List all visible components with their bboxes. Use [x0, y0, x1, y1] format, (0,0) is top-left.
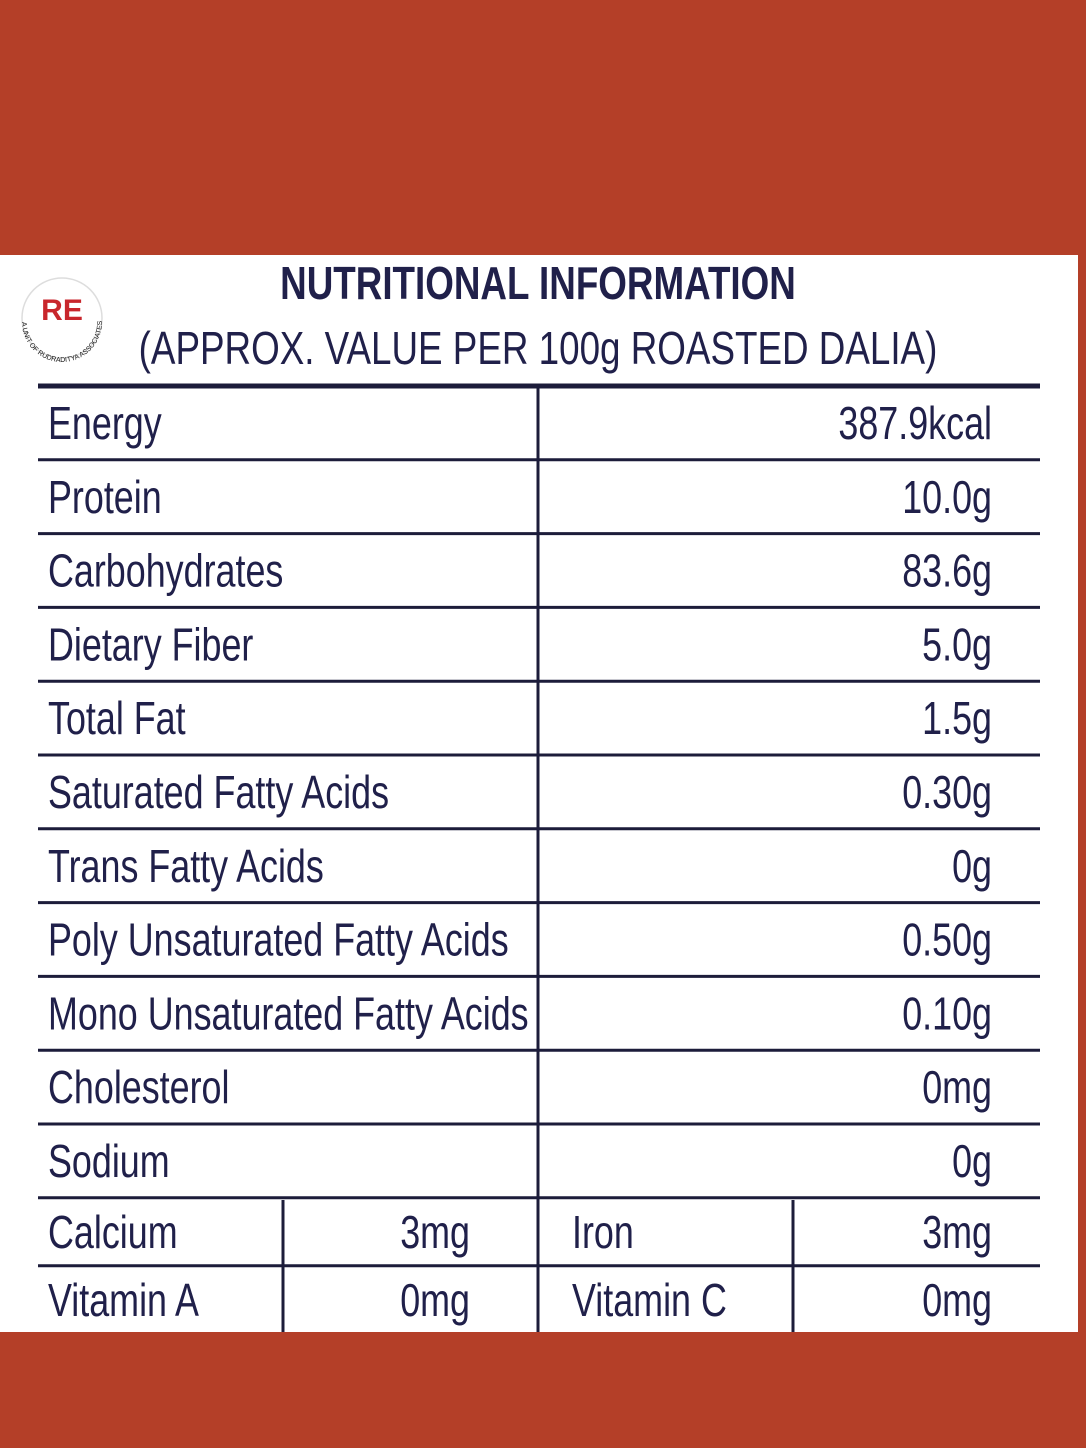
mineral-label: Iron	[572, 1207, 634, 1258]
mineral-value: 3mg	[400, 1207, 470, 1258]
logo-mark: RE	[41, 294, 83, 327]
nutrient-value: 0.50g	[902, 914, 992, 965]
nutrient-value-group: 0.30g	[902, 767, 992, 818]
nutrient-value-group: 0g	[952, 1136, 992, 1187]
nutrient-label-group: Carbohydrates	[48, 545, 283, 596]
nutrient-label: Energy	[48, 398, 162, 449]
nutrient-value: 5.0g	[922, 619, 992, 670]
mineral-value-group: 0mg	[922, 1275, 992, 1326]
nutrient-label: Total Fat	[48, 693, 186, 744]
nutrient-label: Carbohydrates	[48, 545, 283, 596]
mineral-value-group: 3mg	[922, 1207, 992, 1258]
logo	[21, 277, 103, 359]
mineral-value-group: 3mg	[400, 1207, 470, 1258]
mineral-value-group: 0mg	[400, 1275, 470, 1326]
nutrient-label-group: Mono Unsaturated Fatty Acids	[48, 988, 529, 1039]
nutrient-label-group: Protein	[48, 472, 162, 523]
mineral-label: Vitamin C	[572, 1275, 727, 1326]
nutrient-value-group: 0.10g	[902, 988, 992, 1039]
mineral-value: 0mg	[400, 1275, 470, 1326]
nutrient-value-group: 0g	[952, 841, 992, 892]
nutrient-value: 0g	[952, 841, 992, 892]
nutrient-label-group: Energy	[48, 398, 162, 449]
nutrient-value-group: 387.9kcal	[838, 398, 992, 449]
nutrient-label-group: Sodium	[48, 1136, 170, 1187]
mineral-value: 0mg	[922, 1275, 992, 1326]
nutrient-label: Trans Fatty Acids	[48, 841, 324, 892]
bottom-band	[0, 1332, 1086, 1448]
mineral-label-group: Vitamin C	[572, 1275, 727, 1326]
mineral-label-group: Iron	[572, 1207, 634, 1258]
nutrient-value-group: 1.5g	[922, 693, 992, 744]
nutrient-label: Cholesterol	[48, 1062, 229, 1113]
mineral-label: Vitamin A	[48, 1275, 199, 1326]
nutrient-value: 0.30g	[902, 767, 992, 818]
nutrient-label: Poly Unsaturated Fatty Acids	[48, 914, 509, 965]
nutrient-value: 0.10g	[902, 988, 992, 1039]
nutrient-label-group: Total Fat	[48, 693, 186, 744]
nutrient-value: 83.6g	[902, 545, 992, 596]
nutrient-value: 0mg	[922, 1062, 992, 1113]
nutrient-label: Mono Unsaturated Fatty Acids	[48, 988, 529, 1039]
nutrient-label: Dietary Fiber	[48, 619, 254, 670]
nutrient-label: Saturated Fatty Acids	[48, 767, 389, 818]
nutrient-value-group: 0mg	[922, 1062, 992, 1113]
mineral-value: 3mg	[922, 1207, 992, 1258]
mineral-label: Calcium	[48, 1207, 178, 1258]
title: NUTRITIONAL INFORMATION	[280, 257, 796, 309]
nutrient-value-group: 10.0g	[902, 472, 992, 523]
subtitle: (APPROX. VALUE PER 100g ROASTED DALIA)	[139, 322, 938, 374]
nutrient-value-group: 83.6g	[902, 545, 992, 596]
nutrient-label-group: Dietary Fiber	[48, 619, 254, 670]
mineral-label-group: Vitamin A	[48, 1275, 199, 1326]
nutrient-value-group: 0.50g	[902, 914, 992, 965]
nutrient-value: 0g	[952, 1136, 992, 1187]
nutrient-label: Protein	[48, 472, 162, 523]
nutrient-value: 387.9kcal	[838, 398, 992, 449]
nutrient-label-group: Poly Unsaturated Fatty Acids	[48, 914, 509, 965]
nutrient-value-group: 5.0g	[922, 619, 992, 670]
mineral-label-group: Calcium	[48, 1207, 178, 1258]
nutrient-label-group: Cholesterol	[48, 1062, 229, 1113]
nutrient-value: 10.0g	[902, 472, 992, 523]
nutrient-label-group: Trans Fatty Acids	[48, 841, 324, 892]
nutrient-value: 1.5g	[922, 693, 992, 744]
nutrient-label-group: Saturated Fatty Acids	[48, 767, 389, 818]
nutrient-label: Sodium	[48, 1136, 170, 1187]
